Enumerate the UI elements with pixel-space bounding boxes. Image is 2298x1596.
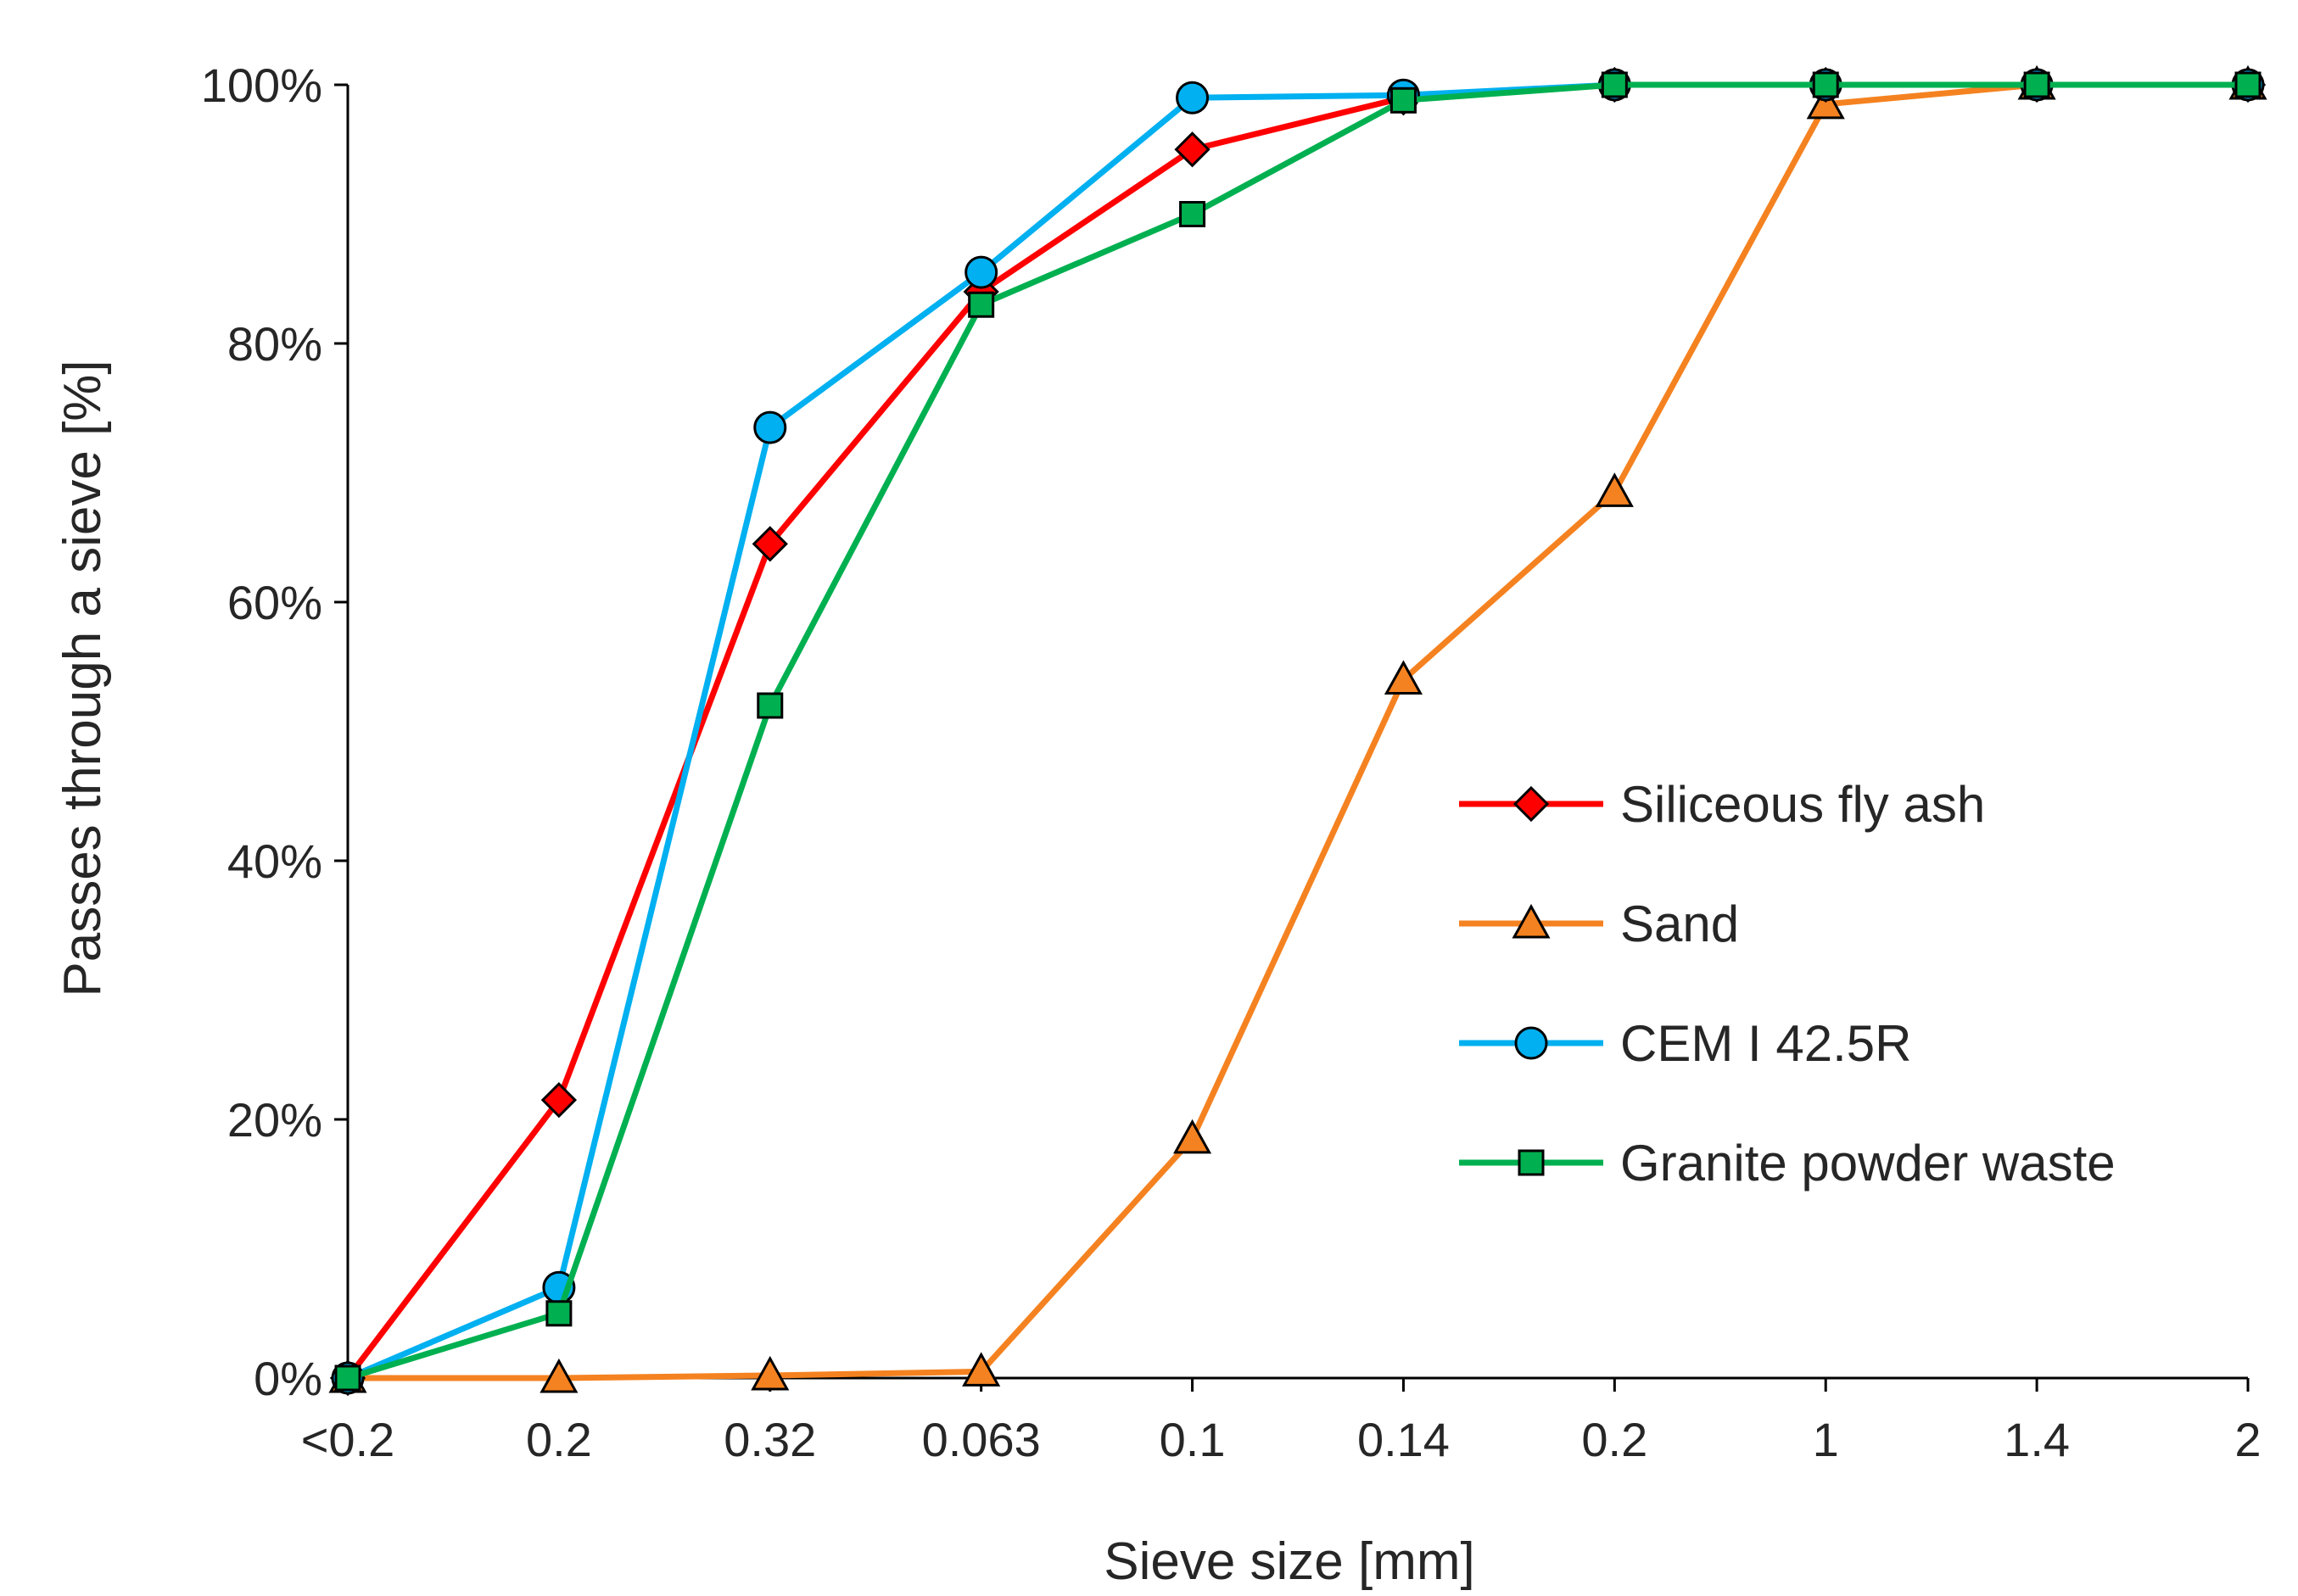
legend: Siliceous fly ash Sand CEM I 42.5R Granite … bbox=[1459, 776, 2116, 1191]
series-line-granite-powder-waste bbox=[346, 81, 2248, 1381]
legend-marker bbox=[1512, 903, 1551, 939]
data-point-granite-powder-waste bbox=[1812, 71, 1839, 98]
series-siliceous-fly-ash bbox=[329, 66, 2267, 1397]
data-point-cem-i-42-5r bbox=[753, 410, 787, 444]
data-point-siliceous-fly-ash bbox=[540, 1082, 578, 1119]
data-point-sand bbox=[1384, 660, 1423, 695]
data-point-sand bbox=[1595, 472, 1634, 507]
data-point-granite-powder-waste bbox=[757, 692, 784, 719]
legend-item-siliceous-fly-ash: Siliceous fly ash bbox=[1459, 776, 1985, 833]
legend-label: Siliceous fly ash bbox=[1620, 776, 1985, 833]
series-granite-powder-waste bbox=[334, 71, 2262, 1392]
y-tick-label: 80% bbox=[227, 317, 322, 371]
data-point-sand bbox=[540, 1358, 579, 1393]
series-line-sand bbox=[348, 81, 2248, 1381]
data-point-sand bbox=[751, 1355, 790, 1391]
x-tick-label: 0.14 bbox=[1357, 1413, 1450, 1466]
legend-marker bbox=[1512, 785, 1550, 823]
legend-label: Sand bbox=[1620, 896, 1739, 952]
data-point-granite-powder-waste bbox=[1179, 201, 1206, 227]
legend-item-sand: Sand bbox=[1459, 896, 1739, 952]
legend-item-cem-i-42-5r: CEM I 42.5R bbox=[1459, 1015, 1911, 1072]
data-point-granite-powder-waste bbox=[1389, 86, 1417, 114]
x-tick-label: 1 bbox=[1813, 1413, 1839, 1466]
series-cem-i-42-5r bbox=[331, 68, 2265, 1395]
data-point-sand bbox=[1173, 1119, 1212, 1154]
data-point-granite-powder-waste bbox=[2023, 71, 2050, 98]
data-point-sand bbox=[962, 1352, 1001, 1387]
x-tick-label: 0.063 bbox=[922, 1413, 1041, 1466]
y-tick-label: 20% bbox=[227, 1093, 322, 1147]
x-tick-label: 1.4 bbox=[2004, 1413, 2070, 1466]
data-point-siliceous-fly-ash bbox=[752, 526, 788, 562]
y-tick-label: 100% bbox=[201, 59, 322, 112]
x-tick-label: <0.2 bbox=[301, 1413, 395, 1466]
axes: 0% 20% 40% 60% 80% 100% <0.2 0.2 0.32 0.063 0.1 0.1… bbox=[201, 59, 2262, 1466]
data-point-cem-i-42-5r bbox=[1176, 81, 1210, 114]
data-point-granite-powder-waste bbox=[545, 1300, 573, 1327]
y-tick-label: 40% bbox=[227, 834, 322, 888]
series-sand bbox=[328, 64, 2267, 1393]
y-tick-label: 0% bbox=[254, 1352, 322, 1405]
x-tick-label: 2 bbox=[2234, 1413, 2261, 1466]
y-tick-label: 60% bbox=[227, 576, 322, 629]
data-point-cem-i-42-5r bbox=[964, 255, 998, 289]
x-tick-label: 0.32 bbox=[724, 1413, 816, 1466]
x-tick-label: 0.2 bbox=[1581, 1413, 1647, 1466]
x-tick-label: 0.2 bbox=[526, 1413, 592, 1466]
x-axis-title: Sieve size [mm] bbox=[1104, 1532, 1475, 1591]
data-point-granite-powder-waste bbox=[334, 1364, 361, 1392]
data-point-siliceous-fly-ash bbox=[1174, 131, 1211, 168]
data-point-granite-powder-waste bbox=[2234, 71, 2262, 98]
data-point-granite-powder-waste bbox=[968, 291, 995, 318]
legend-label: Granite powder waste bbox=[1620, 1135, 2116, 1191]
legend-marker bbox=[1514, 1026, 1548, 1060]
legend-item-granite-powder-waste: Granite powder waste bbox=[1459, 1135, 2116, 1191]
legend-marker bbox=[1518, 1149, 1545, 1176]
y-axis-title: Passes through a sieve [%] bbox=[53, 360, 112, 996]
series-layer bbox=[328, 64, 2267, 1397]
data-point-granite-powder-waste bbox=[1601, 71, 1628, 98]
legend-label: CEM I 42.5R bbox=[1620, 1015, 1911, 1072]
x-tick-label: 0.1 bbox=[1160, 1413, 1226, 1466]
